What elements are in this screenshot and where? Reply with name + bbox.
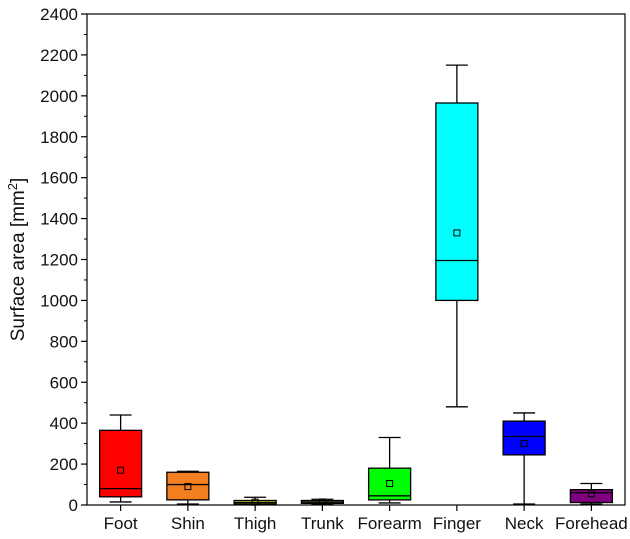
y-tick-label: 1800 [40, 128, 78, 147]
box-trunk [300, 498, 345, 506]
y-tick-label: 1000 [40, 291, 78, 310]
y-tick-label: 2000 [40, 87, 78, 106]
y-axis-title-end: ] [8, 178, 29, 183]
box-iqr [166, 471, 210, 501]
box-thigh [233, 496, 277, 506]
box-finger [435, 64, 479, 408]
box-forehead [569, 482, 614, 505]
x-tick-label-shin: Shin [171, 514, 205, 533]
x-tick-label-trunk: Trunk [301, 514, 344, 533]
box-iqr [98, 429, 143, 498]
y-tick-label: 1600 [40, 169, 78, 188]
box-iqr [435, 102, 479, 302]
mean-marker [184, 483, 192, 491]
y-axis-title: Surface area [mm2] [5, 178, 29, 342]
mean-marker [386, 480, 394, 488]
y-axis-title-main: Surface area [mm [8, 190, 29, 341]
x-tick-label-neck: Neck [505, 514, 544, 533]
y-axis-ticks: 0 200 400 600 800 1000 1200 1400 1600 1800 2000 220… [40, 5, 87, 515]
x-tick-label-finger: Finger [433, 514, 482, 533]
x-axis-categories: Foot Shin Thigh Trunk Forearm Finger Neck Foreh… [104, 505, 628, 533]
mean-marker [117, 466, 125, 474]
box-iqr [569, 489, 614, 504]
y-tick-label: 2400 [40, 5, 78, 24]
x-tick-label-forearm: Forearm [358, 514, 422, 533]
y-tick-label: 1200 [40, 251, 78, 270]
box-iqr [502, 420, 546, 456]
mean-marker [453, 229, 461, 237]
y-tick-label: 2200 [40, 46, 78, 65]
x-tick-label-foot: Foot [104, 514, 138, 533]
box-foot [98, 414, 143, 503]
x-tick-label-forehead: Forehead [555, 514, 628, 533]
box-neck [502, 412, 546, 505]
y-tick-label: 200 [50, 455, 78, 474]
box-shin [166, 470, 210, 505]
y-axis-title-superscript: 2 [5, 183, 20, 190]
boxes-layer [98, 64, 614, 506]
y-tick-label: 1400 [40, 210, 78, 229]
plot-area-frame [86, 13, 626, 506]
y-tick-label: 600 [50, 373, 78, 392]
y-tick-label: 800 [50, 332, 78, 351]
y-tick-label: 0 [69, 496, 78, 515]
box-forearm [367, 436, 412, 504]
box-iqr [367, 467, 412, 501]
mean-marker [587, 490, 595, 498]
x-tick-label-thigh: Thigh [234, 514, 277, 533]
mean-marker [520, 440, 528, 448]
y-tick-label: 400 [50, 414, 78, 433]
